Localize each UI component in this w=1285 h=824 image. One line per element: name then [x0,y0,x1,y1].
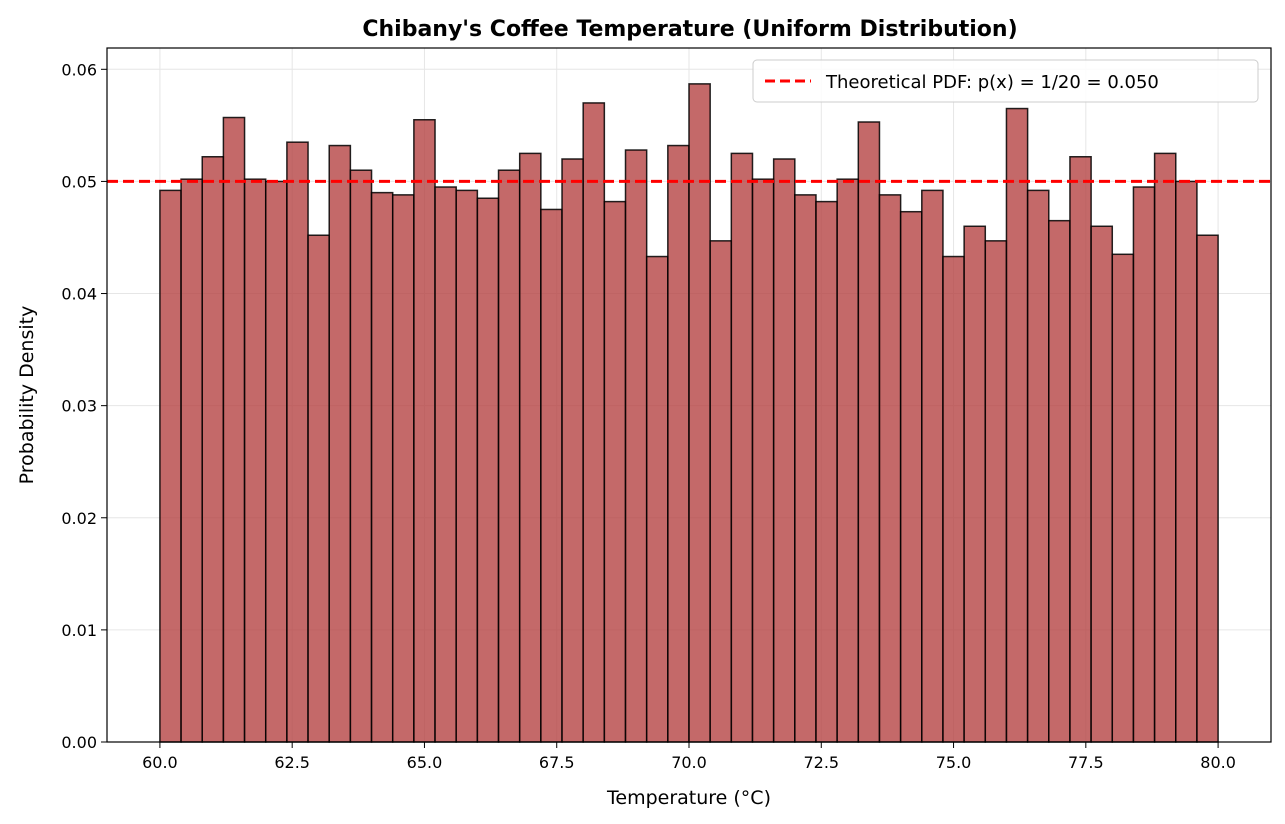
y-axis-label: Probability Density [16,306,38,485]
x-tick-label: 60.0 [142,753,178,772]
histogram-bar [1196,234,1219,743]
histogram-bar [476,197,500,743]
histogram-bar [984,240,1008,743]
histogram-bar [857,121,881,743]
histogram-bar [751,178,775,743]
histogram-bar [963,225,987,743]
histogram-bar [772,158,796,743]
histogram-bar [434,186,457,743]
histogram-bar [349,169,373,743]
x-tick-label: 65.0 [407,753,443,772]
histogram-bar [709,240,733,743]
histogram-bar [201,156,225,743]
x-tick-label: 62.5 [274,753,310,772]
legend-label: Theoretical PDF: p(x) = 1/20 = 0.050 [825,72,1159,93]
histogram-bar [624,149,648,743]
legend: Theoretical PDF: p(x) = 1/20 = 0.050 [752,59,1259,103]
histogram-bar [518,152,542,743]
histogram-bar [264,180,288,743]
x-tick-label: 80.0 [1200,753,1236,772]
histogram-bar [1153,152,1177,743]
chart-title: Chibany's Coffee Temperature (Uniform Di… [362,17,1017,42]
histogram-bar [878,194,902,743]
x-tick-label: 75.0 [936,753,972,772]
histogram-bar [1111,253,1135,743]
histogram-bar [1026,189,1050,743]
y-tick-label: 0.02 [61,509,97,528]
histogram-bar [1048,219,1071,743]
x-tick-label: 72.5 [803,753,839,772]
histogram-bar [540,208,563,743]
histogram-bar [815,200,838,743]
y-tick-label: 0.01 [61,621,97,640]
histogram-bar [730,152,754,743]
histogram-bar [243,178,267,743]
histogram-bar [645,255,669,743]
histogram-bar [307,234,330,743]
histogram-bar [582,102,606,743]
histogram-bar [942,255,965,743]
histogram-bar [667,144,690,743]
histogram-bar [180,178,203,743]
histogram-bar [286,141,309,743]
x-tick-label: 67.5 [539,753,575,772]
x-tick-label: 70.0 [671,753,707,772]
histogram-bar [921,189,944,743]
x-axis-label: Temperature (°C) [606,787,771,809]
histogram-bar [413,119,436,743]
histogram-bar [328,144,352,743]
histogram-bar [899,210,923,743]
histogram-bar [1069,156,1092,743]
histogram-bar [391,194,415,743]
y-tick-label: 0.06 [61,60,97,79]
histogram-bar [1132,186,1156,743]
x-tick-label: 77.5 [1068,753,1104,772]
y-tick-label: 0.05 [61,172,97,191]
y-tick-label: 0.03 [61,397,97,416]
histogram-bar [1090,225,1114,743]
histogram-bar [159,189,182,743]
histogram-bar [561,158,584,743]
y-tick-label: 0.00 [61,733,97,752]
y-tick-label: 0.04 [61,285,97,304]
histogram-bar [222,116,246,743]
histogram-bar [1005,107,1029,743]
histogram-bar [603,200,627,743]
histogram-bar [370,191,394,743]
histogram-bar [497,169,521,743]
histogram-bar [836,178,860,743]
histogram-bar [794,194,817,743]
histogram-bar [1175,180,1198,743]
histogram-bar [455,189,479,743]
